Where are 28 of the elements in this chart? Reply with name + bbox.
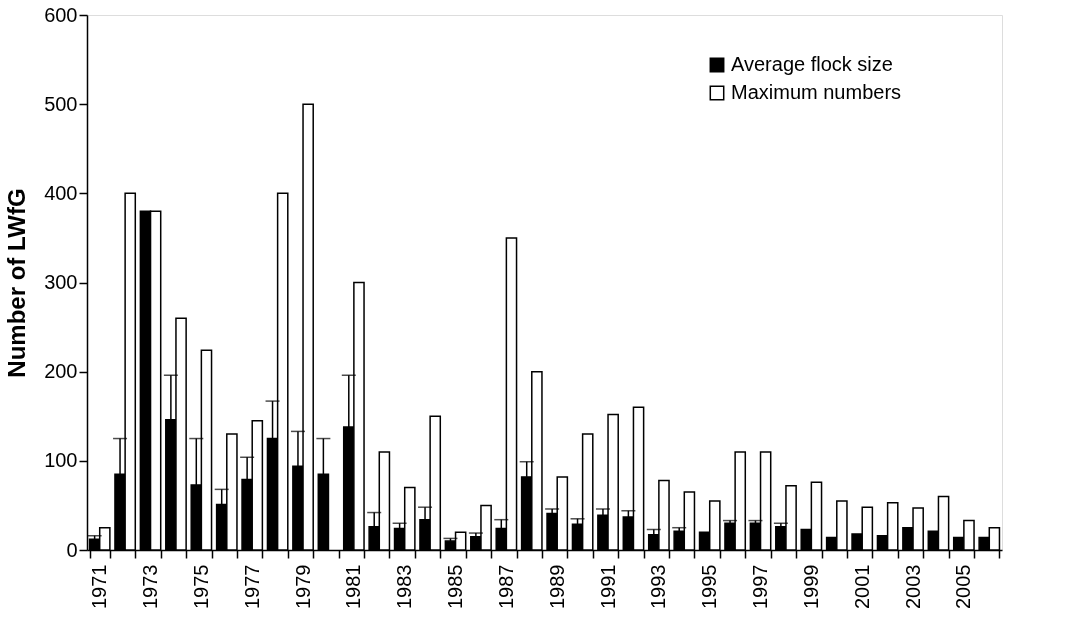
y-tick-label: 300 [44, 271, 78, 293]
y-tick-label: 500 [44, 92, 78, 115]
legend-label: Average flock size [731, 53, 893, 75]
x-tick-label: 1997 [749, 564, 772, 609]
x-tick-label: 1973 [139, 564, 162, 609]
x-tick-label: 2005 [952, 564, 975, 609]
x-tick-label: 1977 [240, 564, 263, 609]
x-tick-label: 1983 [393, 564, 416, 609]
y-axis-title: Number of LWfG [3, 188, 31, 378]
x-tick-label: 1999 [799, 564, 822, 609]
x-tick-label: 1989 [545, 564, 568, 609]
x-tick-label: 1995 [698, 564, 721, 609]
x-tick-label: 1987 [494, 564, 517, 609]
x-tick-label: 2001 [850, 564, 873, 609]
x-tick-label: 1993 [647, 564, 670, 609]
y-tick-label: 0 [66, 538, 78, 561]
x-tick-label: 1979 [291, 564, 314, 609]
x-tick-label: 2003 [901, 564, 924, 609]
x-tick-label: 1971 [88, 564, 111, 609]
y-tick-label: 400 [44, 181, 78, 204]
y-tick-label: 200 [44, 360, 78, 383]
y-tick-label: 600 [44, 3, 78, 26]
x-tick-label: 1975 [189, 564, 212, 609]
x-tick-label: 1991 [596, 564, 619, 609]
x-tick-label: 1981 [342, 564, 365, 609]
x-tick-label: 1985 [444, 564, 467, 609]
legend-label: Maximum numbers [731, 81, 902, 103]
y-tick-label: 100 [44, 449, 78, 472]
